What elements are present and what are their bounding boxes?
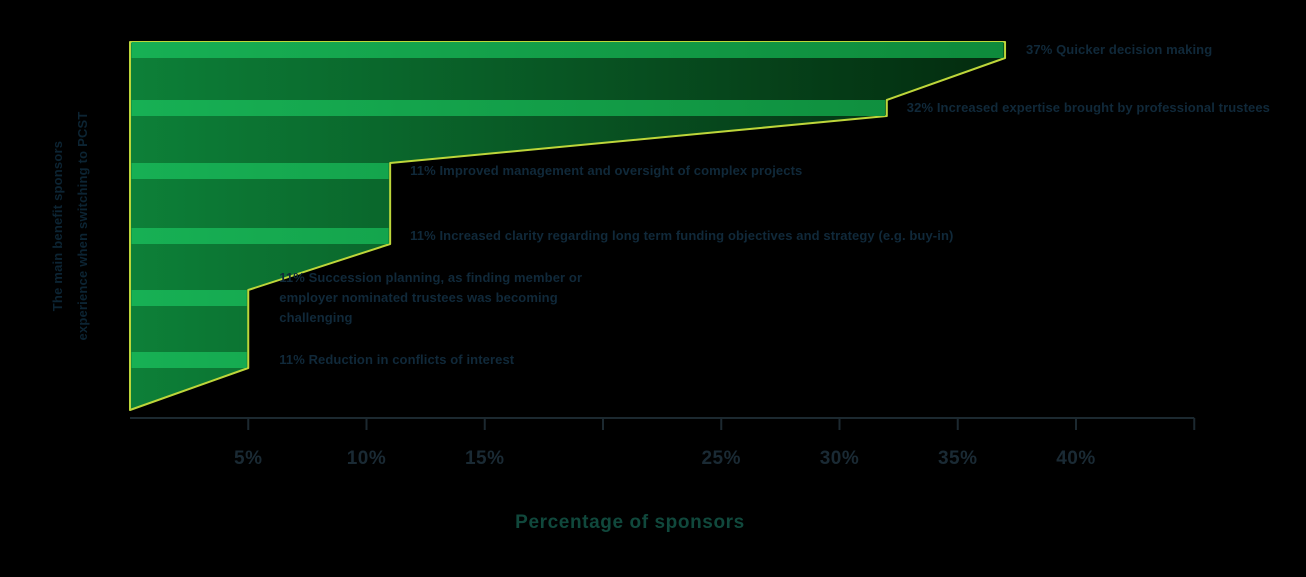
bar-label: 37% Quicker decision making [1026, 41, 1213, 57]
bar-stripe [131, 228, 389, 244]
bar-label: 32% Increased expertise brought by profe… [906, 99, 1271, 115]
y-axis-title-line1: The main benefit sponsors [50, 140, 65, 312]
bar-stripe [131, 100, 886, 116]
bar-stripe [131, 352, 247, 368]
bar-label: 11% Increased clarity regarding long ter… [410, 227, 954, 243]
axis-tick-label: 5% [234, 448, 263, 469]
y-axis-title: The main benefit sponsors experience whe… [45, 0, 95, 461]
axis-tick-label: 25% [701, 448, 742, 469]
axis-tick-label: 30% [819, 448, 860, 469]
axis-tick-label: 40% [1056, 448, 1096, 469]
bar-stripe [131, 42, 1004, 58]
funnel-shape [129, 41, 1007, 411]
x-axis-title: Percentage of sponsors [515, 512, 745, 533]
y-axis-title-line2: experience when switching to PCST [75, 111, 90, 341]
bar-label: 11% Reduction in conflicts of interest [279, 351, 515, 367]
axis-tick-label: 10% [346, 448, 387, 469]
axis-tick-label: 15% [464, 448, 505, 469]
bar-stripe [131, 290, 247, 306]
bar-label: 11% Succession planning, as finding memb… [279, 269, 583, 326]
bar-stripe [131, 163, 389, 179]
axis-tick-label: 35% [937, 448, 978, 469]
bar-label: 11% Improved management and oversight of… [410, 162, 803, 178]
